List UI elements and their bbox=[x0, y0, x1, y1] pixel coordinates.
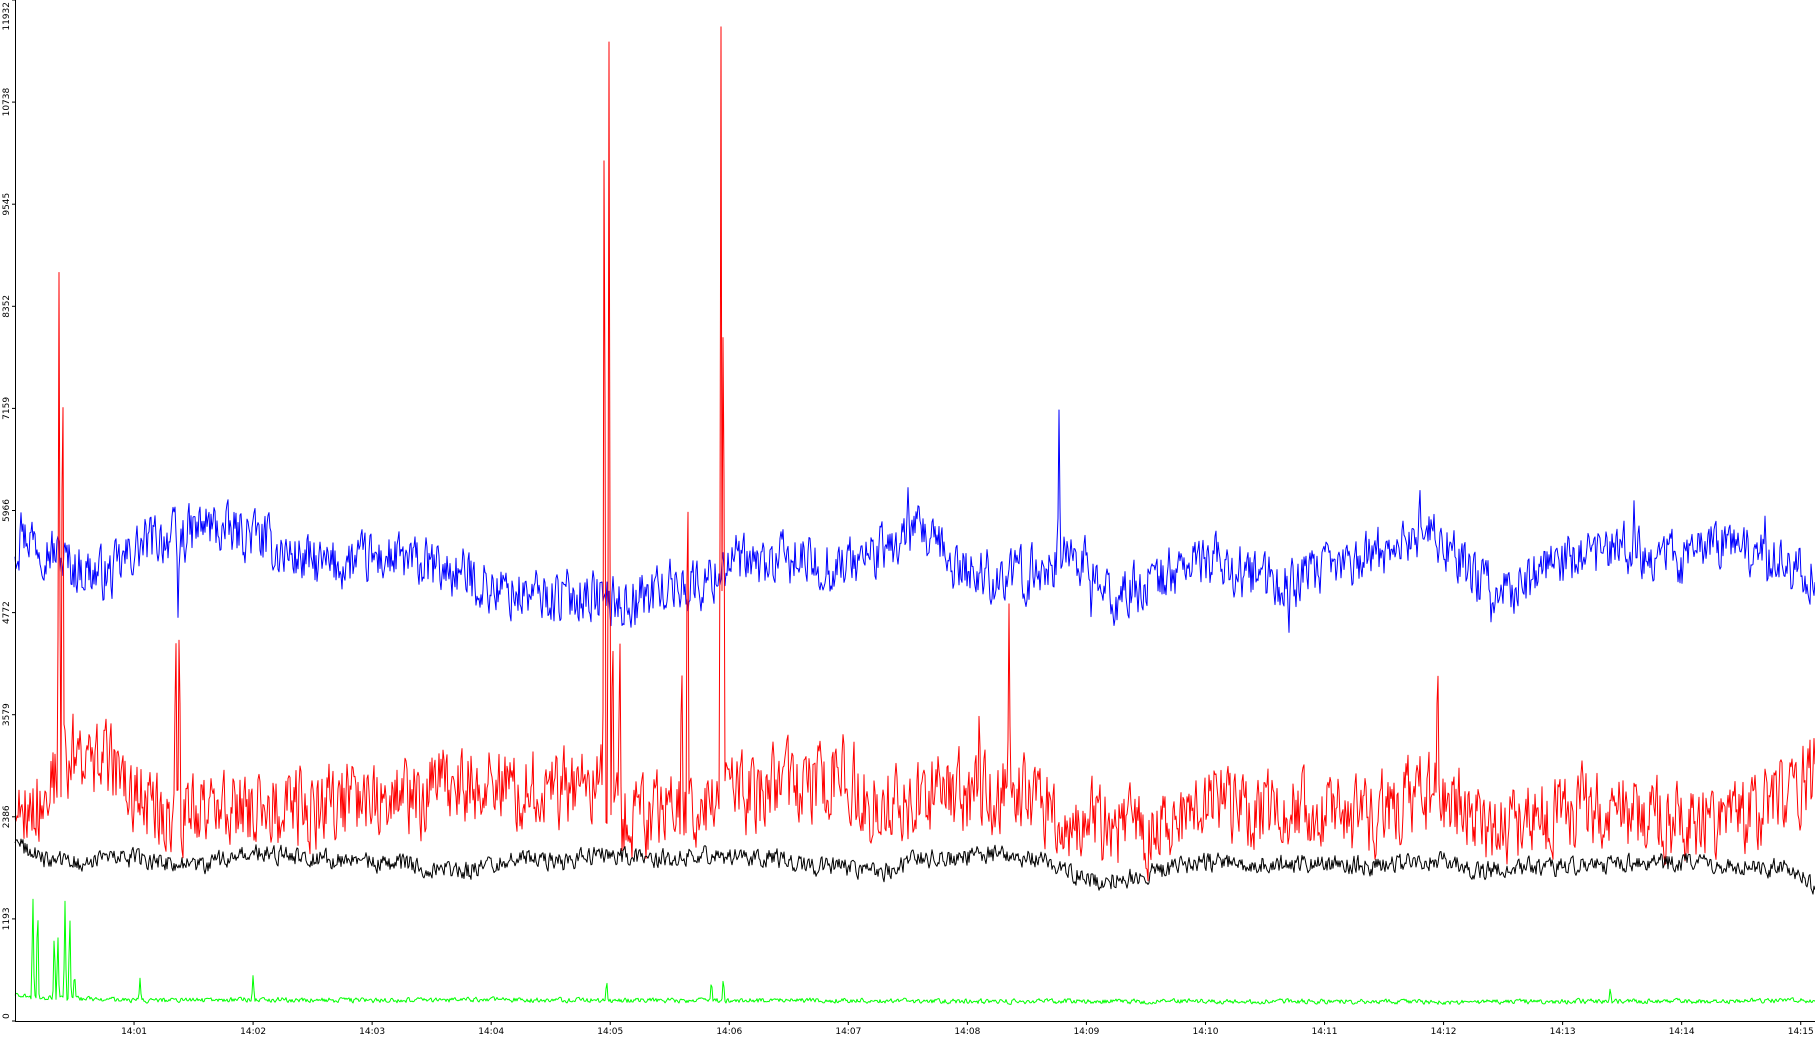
x-tick-label: 14:13 bbox=[1550, 1027, 1576, 1037]
x-tick-label: 14:10 bbox=[1193, 1027, 1219, 1037]
x-tick-layer: 14:01 14:02 14:03 14:04 14:05 14:06 14:07 14:08… bbox=[121, 1021, 1814, 1037]
y-tick-label: 8352 bbox=[2, 295, 12, 318]
x-tick-label: 14:02 bbox=[240, 1027, 266, 1037]
x-tick-label: 14:04 bbox=[478, 1027, 504, 1037]
x-tick-label: 14:03 bbox=[359, 1027, 385, 1037]
y-tick-layer: 0 1193 2386 3579 4772 5966 7159 8352 9545 10738 11… bbox=[2, 0, 16, 1022]
x-tick-label: 14:07 bbox=[835, 1027, 861, 1037]
y-tick-label: 2386 bbox=[2, 805, 12, 828]
y-tick-label: 9545 bbox=[2, 193, 12, 216]
y-tick-label: 11932 bbox=[2, 2, 12, 31]
y-tick-label: 0 bbox=[2, 1013, 12, 1019]
x-tick-label: 14:14 bbox=[1669, 1027, 1695, 1037]
y-tick-label: 7159 bbox=[2, 397, 12, 420]
x-tick-label: 14:05 bbox=[597, 1027, 623, 1037]
x-tick-label: 14:06 bbox=[716, 1027, 742, 1037]
x-tick-label: 14:11 bbox=[1312, 1027, 1338, 1037]
x-tick-label: 14:01 bbox=[121, 1027, 147, 1037]
y-tick-label: 4772 bbox=[2, 601, 12, 624]
x-tick-label: 14:09 bbox=[1073, 1027, 1099, 1037]
y-tick-label: 10738 bbox=[2, 88, 12, 117]
x-tick-label: 14:12 bbox=[1431, 1027, 1457, 1037]
series-line-2 bbox=[14, 26, 1815, 882]
x-tick-label: 14:08 bbox=[954, 1027, 980, 1037]
y-tick-label: 3579 bbox=[2, 703, 12, 726]
y-tick-label: 5966 bbox=[2, 499, 12, 522]
series-line-4 bbox=[14, 898, 1815, 1005]
y-tick-label: 1193 bbox=[2, 907, 12, 930]
series-line-3 bbox=[14, 838, 1815, 895]
x-tick-label: 14:15 bbox=[1788, 1027, 1814, 1037]
series-line-1 bbox=[14, 409, 1815, 633]
series-layer bbox=[14, 26, 1815, 1005]
